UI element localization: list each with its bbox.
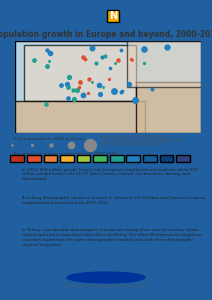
FancyBboxPatch shape bbox=[160, 155, 173, 162]
FancyBboxPatch shape bbox=[127, 40, 201, 87]
Circle shape bbox=[67, 272, 145, 283]
FancyBboxPatch shape bbox=[60, 155, 74, 162]
Text: Total population in 2010 in thous.: Total population in 2010 in thous. bbox=[12, 137, 85, 141]
Text: N: N bbox=[120, 11, 128, 21]
Text: Data standardised by IGEAT, 2013: Data standardised by IGEAT, 2013 bbox=[102, 142, 163, 146]
FancyBboxPatch shape bbox=[143, 155, 157, 162]
Text: N: N bbox=[109, 11, 117, 21]
Text: Source: ESPON project (ITAN), CNRS GIS CIST.: Source: ESPON project (ITAN), CNRS GIS C… bbox=[102, 139, 183, 143]
FancyBboxPatch shape bbox=[136, 82, 201, 134]
Text: European Union | European Regional Development Fund: European Union | European Regional Devel… bbox=[64, 284, 148, 288]
Text: Population growth in Europe and beyond, 2000-2010: Population growth in Europe and beyond, … bbox=[0, 30, 212, 39]
FancyBboxPatch shape bbox=[10, 155, 24, 162]
FancyBboxPatch shape bbox=[77, 155, 90, 162]
FancyBboxPatch shape bbox=[15, 40, 201, 134]
FancyBboxPatch shape bbox=[44, 155, 57, 162]
Text: ESP: ESP bbox=[85, 11, 106, 21]
Text: Regional level: NUTS 2 & SNUTS 1-2: Regional level: NUTS 2 & SNUTS 1-2 bbox=[102, 135, 173, 139]
Text: A striking demographic decline is present in almost all the Balkans and Eastern : A striking demographic decline is presen… bbox=[22, 196, 206, 205]
Text: In Turkey, considerable demographic changes are taking place and the country sho: In Turkey, considerable demographic chan… bbox=[22, 228, 202, 247]
FancyBboxPatch shape bbox=[24, 45, 136, 101]
FancyBboxPatch shape bbox=[15, 101, 145, 134]
Text: The population annual growth rate (%), 2000-2010: The population annual growth rate (%), 2… bbox=[12, 152, 117, 156]
FancyBboxPatch shape bbox=[93, 155, 107, 162]
FancyBboxPatch shape bbox=[110, 155, 124, 162]
Text: In 2011, 904 million people lived in the European neighbourhood countries, while: In 2011, 904 million people lived in the… bbox=[22, 167, 198, 181]
FancyBboxPatch shape bbox=[176, 155, 190, 162]
FancyBboxPatch shape bbox=[107, 10, 119, 22]
FancyBboxPatch shape bbox=[27, 155, 41, 162]
FancyBboxPatch shape bbox=[127, 155, 140, 162]
